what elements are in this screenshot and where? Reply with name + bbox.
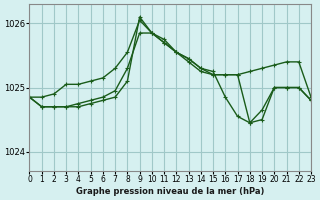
X-axis label: Graphe pression niveau de la mer (hPa): Graphe pression niveau de la mer (hPa) <box>76 187 264 196</box>
